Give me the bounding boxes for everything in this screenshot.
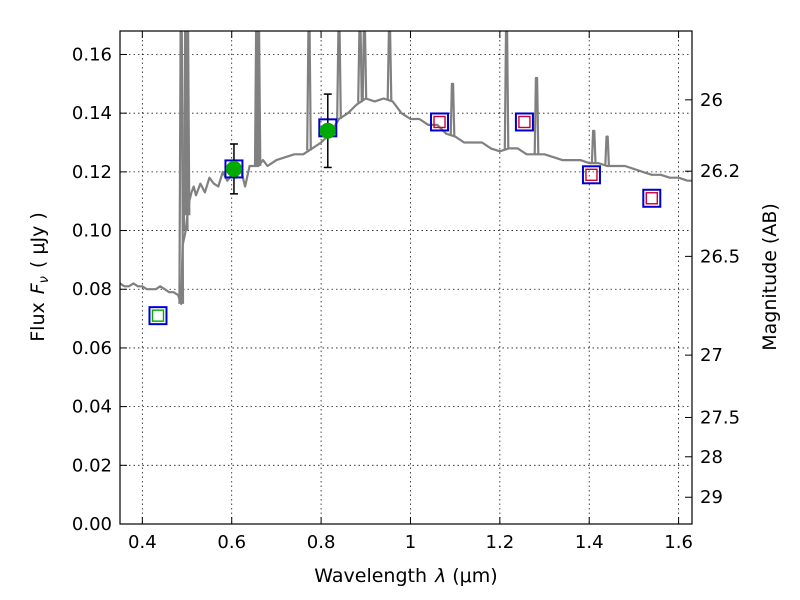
model-flux-square: [148, 306, 168, 326]
y-axis-label: Flux Fν ( μJy ): [27, 212, 52, 342]
x-tick-label: 1.2: [486, 532, 515, 553]
plot-frame: [119, 30, 693, 525]
magnitude-tick-label: 26.2: [700, 161, 740, 182]
x-axis-label-prefix: Wavelength: [314, 565, 427, 587]
grid: [120, 31, 692, 525]
model-flux-square: [581, 165, 601, 185]
y-tick-label: 0.02: [72, 455, 112, 476]
y-tick-label: 0.04: [72, 397, 112, 418]
emission-line-spike: [590, 129, 597, 164]
emission-line-spike: [533, 76, 540, 155]
x-tick-label: 0.8: [307, 532, 336, 553]
x-tick-label: 1.6: [664, 532, 693, 553]
emission-line-spike: [604, 135, 610, 167]
model-flux-square: [514, 112, 534, 132]
x-tick-label: 0.4: [128, 532, 157, 553]
markers-layer: [148, 93, 662, 326]
magnitude-tick-label: 29: [700, 487, 723, 508]
x-tick-label: 1.4: [575, 532, 604, 553]
x-tick-label: 1: [405, 532, 416, 553]
upper-limit-square: [151, 309, 165, 322]
magnitude-tick-label: 28: [700, 447, 723, 468]
upper-limit-square: [585, 168, 598, 181]
magnitude-tick-label: 26.5: [700, 246, 740, 267]
upper-limit-square: [645, 192, 658, 205]
y-tick-label: 0.12: [72, 162, 112, 183]
emission-line-spike: [336, 31, 342, 120]
observed-flux-point: [319, 122, 336, 139]
emission-line-spike: [255, 31, 262, 167]
y-tick-label: 0.16: [72, 44, 112, 65]
emission-line-spike: [449, 82, 456, 136]
y-axis-label-sub: ν: [37, 276, 52, 283]
emission-line-spike: [386, 31, 393, 101]
emission-line-spike: [178, 31, 185, 304]
x-axis-label-var: λ: [434, 565, 446, 587]
magnitude-tick-label: 27: [700, 345, 723, 366]
y-tick-label: 0.10: [72, 221, 112, 242]
magnitude-tick-label: 26: [700, 90, 723, 111]
model-flux-square: [430, 112, 450, 132]
template-spectrum-line: [120, 97, 692, 305]
model-flux-square: [642, 188, 662, 208]
observed-flux-point: [225, 160, 242, 177]
magnitude-axis-label: Magnitude (AB): [759, 203, 781, 351]
y-axis-label-var: F: [27, 282, 49, 294]
y-ticks: 0.00 0.02 0.04 0.06 0.08 0.10 0.12 0.14 0.16: [72, 44, 127, 535]
y-tick-label: 0.14: [72, 103, 112, 124]
emission-line-spike: [357, 31, 363, 103]
x-axis-label-unit: (μm): [452, 565, 497, 587]
x-ticks: 0.4 0.6 0.8 1 1.2 1.4 1.6: [128, 31, 693, 553]
upper-limit-square: [518, 115, 531, 129]
y-axis-label-unit: ( μJy ): [27, 212, 49, 268]
upper-limit-square: [433, 115, 446, 129]
magnitude-ticks: 26 26.2 26.5 27 27.5 28 29: [685, 90, 740, 508]
y-axis-label-prefix: Flux: [27, 302, 49, 342]
emission-line-spike: [503, 31, 510, 150]
magnitude-tick-label: 27.5: [700, 407, 740, 428]
y-tick-label: 0.08: [72, 279, 112, 300]
x-axis-label: Wavelength λ (μm): [314, 565, 497, 587]
y-tick-label: 0.06: [72, 338, 112, 359]
spectrum-layer: [120, 31, 692, 305]
emission-line-spike: [184, 31, 191, 216]
y-tick-label: 0.00: [72, 514, 112, 535]
emission-line-spike: [306, 31, 312, 151]
x-tick-label: 0.6: [217, 532, 246, 553]
emission-line-spike: [361, 31, 368, 100]
